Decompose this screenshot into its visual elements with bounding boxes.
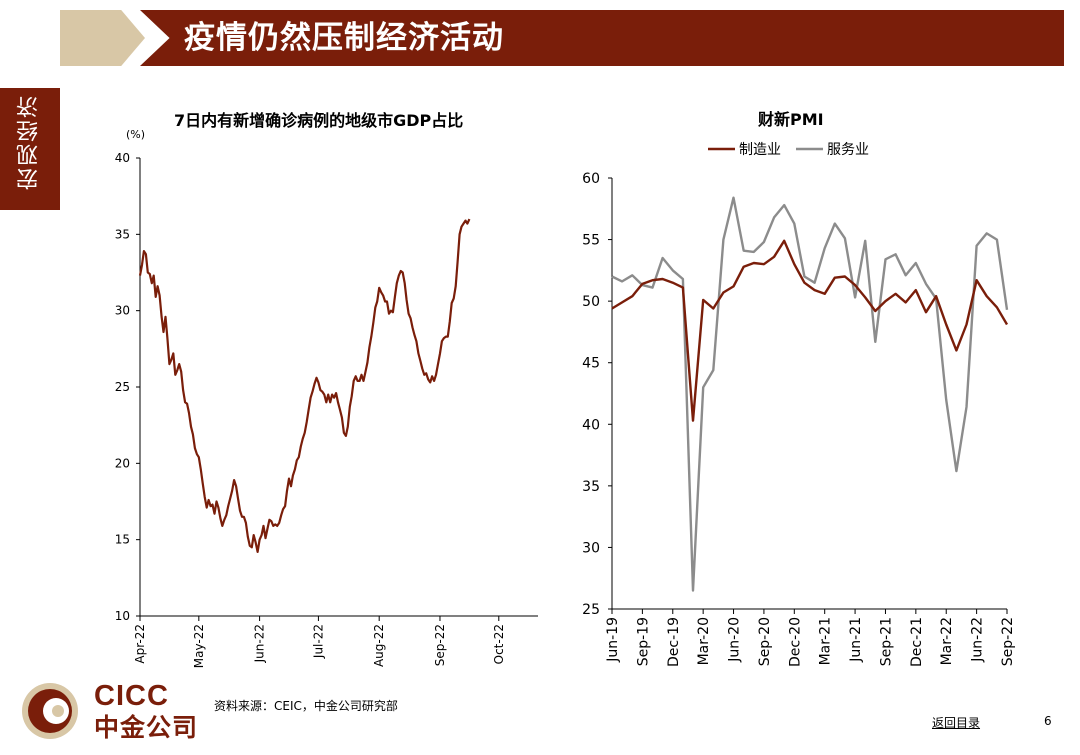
left-y-tick-label: 10 [115, 609, 130, 623]
left-y-tick-label: 35 [115, 227, 130, 241]
right-x-tick-label: Sep-22 [1000, 617, 1016, 666]
right-x-tick-label: Dec-20 [787, 617, 803, 667]
left-x-tick-label: Apr-22 [133, 624, 147, 664]
right-x-tick-label: Dec-21 [909, 617, 925, 667]
back-to-contents-link[interactable]: 返回目录 [932, 716, 981, 730]
right-x-tick-label: Sep-19 [635, 617, 651, 666]
right-y-tick-label: 50 [582, 294, 600, 310]
right-y-tick-label: 30 [582, 540, 600, 556]
page-number: 6 [1044, 714, 1052, 728]
section-tab-label: 宏观经济 [17, 94, 42, 190]
left-y-tick-label: 30 [115, 304, 130, 318]
manufacturing-pmi-line [611, 239, 1009, 422]
left-x-tick-label: Sep-22 [433, 624, 447, 666]
left-y-tick-label: 15 [115, 533, 130, 547]
left-x-tick-label: Jun-22 [253, 624, 267, 663]
header-banner [140, 10, 1064, 66]
services-pmi-line [611, 196, 1009, 592]
right-x-tick-label: Jun-20 [727, 617, 743, 663]
right-y-tick-label: 60 [582, 171, 600, 187]
left-y-tick-label: 20 [115, 456, 130, 470]
right-x-tick-label: Mar-20 [696, 617, 712, 665]
right-chart: 60 55 50 45 40 35 30 25 Jun-19 Sep-19 Dec-19 Mar-20… [582, 142, 1016, 667]
left-y-tick-label: 40 [115, 151, 130, 165]
right-x-tick-label: Jun-21 [848, 617, 864, 663]
logo-text-en: CICC [94, 680, 169, 712]
header-chevron-decoration [60, 10, 145, 66]
left-series-line [138, 218, 471, 553]
right-x-tick-label: Sep-20 [757, 617, 773, 666]
logo-text-cn: 中金公司 [94, 713, 199, 742]
right-legend-label: 制造业 [739, 142, 781, 158]
right-x-tick-label: Jun-19 [605, 617, 621, 663]
left-chart-title: 7日内有新增确诊病例的地级市GDP占比 [174, 111, 464, 130]
page-title: 疫情仍然压制经济活动 [184, 20, 504, 56]
right-y-tick-label: 45 [582, 356, 600, 372]
right-y-tick-label: 25 [582, 602, 600, 618]
right-x-tick-label: Jun-22 [970, 617, 986, 663]
right-x-tick-label: Mar-21 [818, 617, 834, 665]
right-y-tick-label: 55 [582, 233, 600, 249]
left-y-tick-label: 25 [115, 380, 130, 394]
left-x-tick-label: May-22 [192, 624, 206, 668]
right-x-tick-label: Dec-19 [666, 617, 682, 667]
right-x-tick-label: Sep-21 [878, 617, 894, 666]
left-x-tick-label: Oct-22 [492, 624, 506, 664]
left-y-unit-label: (%) [126, 128, 145, 141]
right-x-tick-label: Mar-22 [939, 617, 955, 665]
right-chart-title: 财新PMI [758, 110, 824, 129]
section-tab [0, 88, 60, 210]
cicc-logo-icon [22, 683, 78, 739]
left-x-tick-label: Jul-22 [311, 624, 325, 659]
right-y-tick-label: 35 [582, 479, 600, 495]
source-note: 资料来源：CEIC，中金公司研究部 [214, 699, 398, 713]
right-legend-label: 服务业 [827, 142, 869, 158]
left-x-tick-label: Aug-22 [372, 624, 386, 667]
right-y-tick-label: 40 [582, 417, 600, 433]
